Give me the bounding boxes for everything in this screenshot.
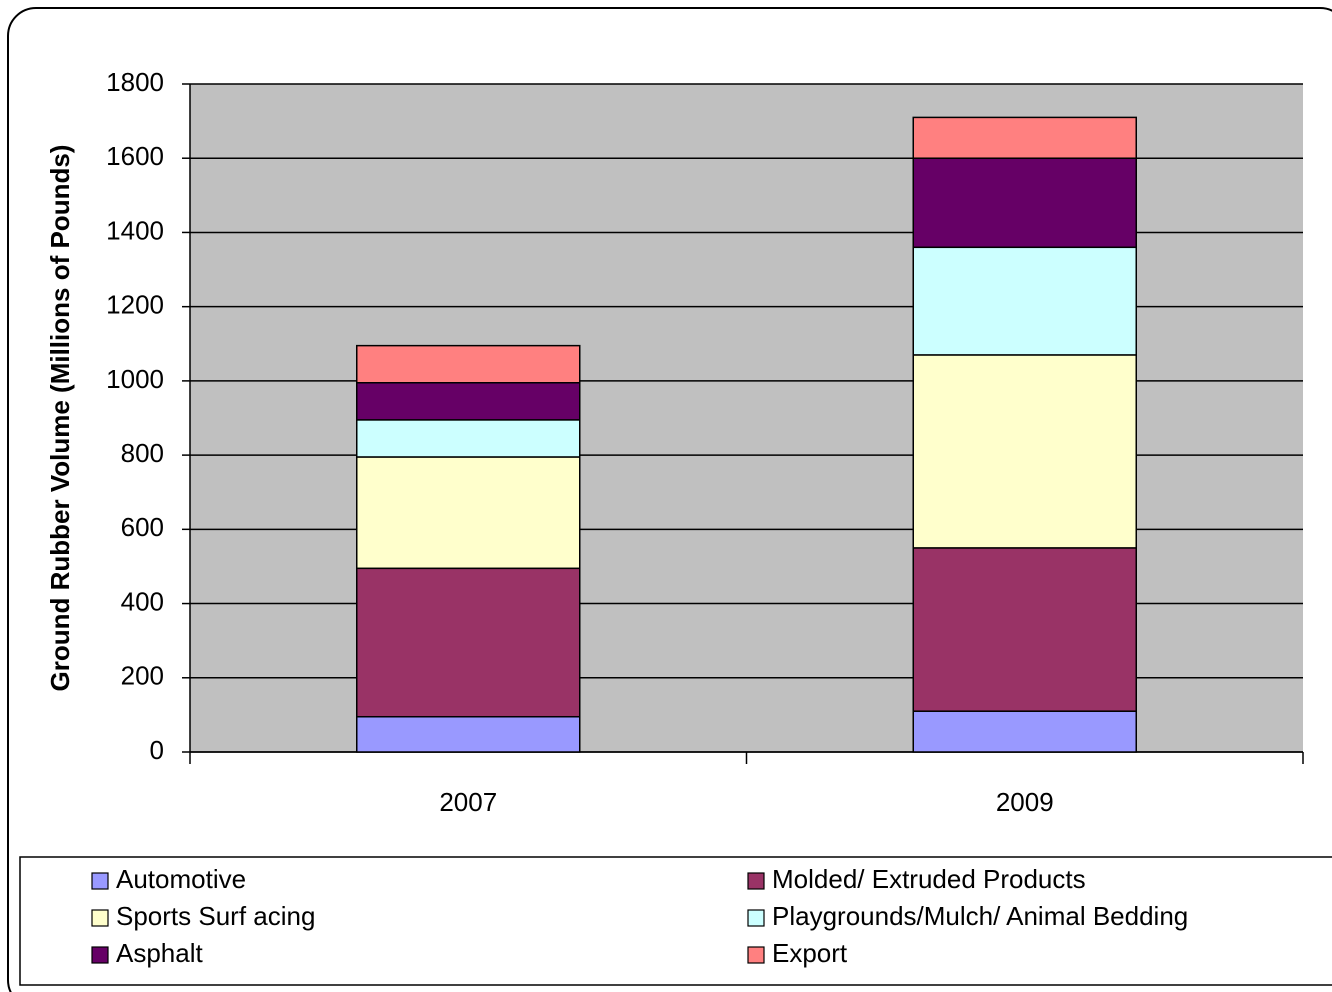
- y-tick-label: 600: [121, 512, 164, 542]
- legend-swatch: [747, 872, 765, 890]
- y-axis-title: Ground Rubber Volume (Millions of Pounds…: [45, 145, 75, 692]
- bar-segment: [912, 354, 1137, 549]
- legend: [19, 856, 1332, 986]
- bar-segment: [912, 710, 1137, 753]
- legend-label: Export: [772, 938, 848, 968]
- y-tick-label: 200: [121, 661, 164, 691]
- y-tick-label: 1600: [106, 141, 164, 171]
- bar-segment: [912, 547, 1137, 712]
- legend-swatch: [747, 909, 765, 927]
- x-tick-label: 2007: [439, 787, 497, 817]
- y-tick-label: 1000: [106, 364, 164, 394]
- bar-segment: [912, 246, 1137, 356]
- bar-segment: [356, 715, 581, 753]
- legend-swatch: [91, 872, 109, 890]
- y-tick-label: 1400: [106, 215, 164, 245]
- bar-segment: [356, 381, 581, 421]
- legend-swatch: [747, 946, 765, 964]
- legend-swatch: [91, 909, 109, 927]
- bar-segment: [912, 116, 1137, 159]
- bar-segment: [356, 567, 581, 718]
- x-tick-label: 2009: [996, 787, 1054, 817]
- bar-segment: [912, 157, 1137, 249]
- legend-swatch: [91, 946, 109, 964]
- bar-segment: [356, 344, 581, 384]
- y-tick-label: 1800: [106, 67, 164, 97]
- bar-segment: [356, 419, 581, 458]
- legend-label: Sports Surf acing: [116, 901, 315, 931]
- y-tick-label: 0: [150, 735, 164, 765]
- bar-segment: [356, 456, 581, 570]
- legend-label: Playgrounds/Mulch/ Animal Bedding: [772, 901, 1188, 931]
- y-tick-label: 400: [121, 586, 164, 616]
- y-tick-label: 1200: [106, 290, 164, 320]
- legend-label: Asphalt: [116, 938, 203, 968]
- legend-label: Automotive: [116, 864, 246, 894]
- legend-label: Molded/ Extruded Products: [772, 864, 1086, 894]
- y-tick-label: 800: [121, 438, 164, 468]
